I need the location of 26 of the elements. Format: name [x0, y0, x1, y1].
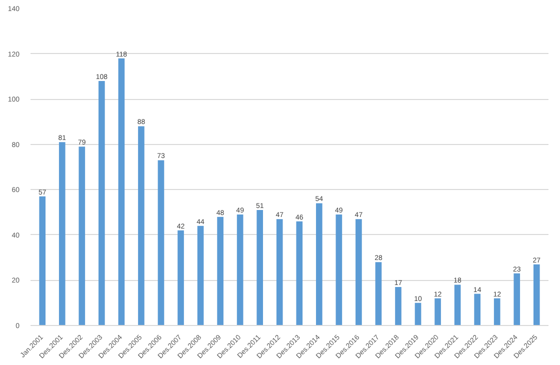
bar — [414, 302, 422, 326]
bar — [78, 146, 86, 326]
bar — [197, 226, 204, 326]
bar — [39, 196, 46, 326]
bar — [98, 80, 105, 326]
bar — [514, 273, 520, 326]
bar — [434, 298, 441, 326]
bar — [138, 126, 144, 326]
bar — [356, 219, 362, 326]
bar — [494, 298, 500, 326]
bar — [474, 294, 480, 326]
bar — [118, 58, 125, 326]
bar — [454, 284, 461, 326]
bar — [395, 287, 402, 326]
bar — [217, 216, 224, 326]
bar — [316, 203, 322, 326]
bar — [158, 160, 164, 326]
bar — [375, 262, 382, 326]
bar — [58, 142, 66, 326]
bar — [336, 214, 342, 326]
bar — [296, 221, 303, 326]
bar — [533, 264, 540, 326]
bar — [256, 210, 264, 326]
bar — [236, 214, 244, 326]
bar — [276, 219, 283, 326]
bar — [178, 230, 184, 326]
